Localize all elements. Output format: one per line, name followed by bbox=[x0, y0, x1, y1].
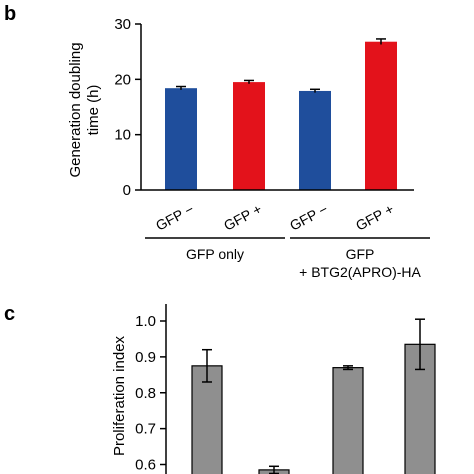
y-axis-title-line-2: time (h) bbox=[85, 85, 102, 136]
y-tick-label: 0.6 bbox=[135, 457, 156, 474]
category-labels: GFP − GFP + GFP − GFP + bbox=[153, 201, 396, 234]
y-tick-label: 0.8 bbox=[135, 385, 156, 402]
bars bbox=[191, 318, 436, 474]
y-axis-title: Generation doubling time (h) bbox=[67, 42, 102, 177]
y-axis-ticks: 0 10 20 30 bbox=[114, 16, 141, 199]
group-label: GFP bbox=[346, 246, 375, 262]
x-tick-label: GFP + bbox=[221, 201, 264, 234]
group-labels: GFP only GFP + BTG2(APRO)-HA bbox=[145, 237, 430, 280]
y-axis-title-line-1: Generation doubling bbox=[67, 42, 84, 177]
panel-letter-b: b bbox=[4, 3, 16, 25]
panel-b: b Generation doubling time (h) 0 10 20 30 G… bbox=[4, 3, 430, 280]
bar bbox=[365, 41, 397, 190]
y-tick-label: 30 bbox=[114, 16, 131, 33]
panel-c: c Proliferation index 0.6 0.7 0.8 0.9 1.0 bbox=[4, 303, 436, 474]
x-tick-label: GFP − bbox=[153, 201, 196, 234]
y-axis-ticks: 0.6 0.7 0.8 0.9 1.0 bbox=[135, 313, 166, 474]
y-tick-label: 10 bbox=[114, 127, 131, 144]
bar bbox=[332, 367, 364, 474]
panel-letter-c: c bbox=[4, 303, 15, 325]
bars bbox=[165, 38, 397, 190]
axes bbox=[140, 24, 414, 191]
y-tick-label: 1.0 bbox=[135, 313, 156, 330]
y-tick-label: 20 bbox=[114, 71, 131, 88]
y-tick-label: 0.9 bbox=[135, 349, 156, 366]
bar bbox=[233, 82, 265, 190]
y-axis-title: Proliferation index bbox=[111, 335, 128, 456]
y-tick-label: 0 bbox=[123, 182, 131, 199]
bar bbox=[165, 88, 197, 190]
x-tick-label: GFP − bbox=[287, 201, 330, 234]
group-label: GFP only bbox=[186, 246, 244, 262]
y-tick-label: 0.7 bbox=[135, 421, 156, 438]
x-tick-label: GFP + bbox=[353, 201, 396, 234]
group-label: + BTG2(APRO)-HA bbox=[299, 264, 421, 280]
bar bbox=[299, 90, 331, 190]
